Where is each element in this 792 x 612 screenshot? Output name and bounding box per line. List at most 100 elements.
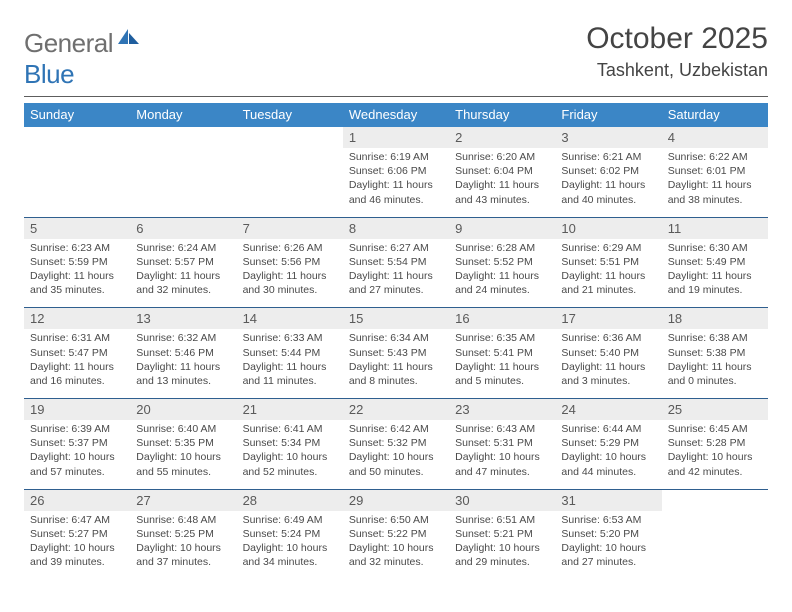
day-data-row: Sunrise: 6:31 AMSunset: 5:47 PMDaylight:…: [24, 329, 768, 398]
weekday-header: Monday: [130, 103, 236, 127]
sunrise-text: Sunrise: 6:27 AM: [349, 241, 443, 255]
day-number: 7: [237, 217, 343, 239]
sunset-text: Sunset: 5:46 PM: [136, 346, 230, 360]
sunrise-text: Sunrise: 6:32 AM: [136, 331, 230, 345]
day-cell: Sunrise: 6:51 AMSunset: 5:21 PMDaylight:…: [449, 511, 555, 580]
day-cell: Sunrise: 6:39 AMSunset: 5:37 PMDaylight:…: [24, 420, 130, 489]
daylight-line2: and 39 minutes.: [30, 555, 124, 569]
daylight-line2: and 44 minutes.: [561, 465, 655, 479]
sunset-text: Sunset: 5:20 PM: [561, 527, 655, 541]
daylight-line1: Daylight: 11 hours: [243, 360, 337, 374]
sunset-text: Sunset: 6:04 PM: [455, 164, 549, 178]
daylight-line2: and 35 minutes.: [30, 283, 124, 297]
day-cell: [237, 148, 343, 217]
day-cell: Sunrise: 6:36 AMSunset: 5:40 PMDaylight:…: [555, 329, 661, 398]
day-number: 17: [555, 308, 661, 330]
day-number: 18: [662, 308, 768, 330]
day-number: 19: [24, 399, 130, 421]
day-number: 30: [449, 489, 555, 511]
sunset-text: Sunset: 5:21 PM: [455, 527, 549, 541]
day-cell: Sunrise: 6:40 AMSunset: 5:35 PMDaylight:…: [130, 420, 236, 489]
daylight-line1: Daylight: 10 hours: [455, 450, 549, 464]
sunrise-text: Sunrise: 6:21 AM: [561, 150, 655, 164]
daylight-line1: Daylight: 11 hours: [668, 178, 762, 192]
sunset-text: Sunset: 5:49 PM: [668, 255, 762, 269]
sunrise-text: Sunrise: 6:22 AM: [668, 150, 762, 164]
daylight-line1: Daylight: 11 hours: [455, 178, 549, 192]
day-number: 2: [449, 127, 555, 148]
day-number: 4: [662, 127, 768, 148]
daylight-line1: Daylight: 10 hours: [136, 541, 230, 555]
day-number: [662, 489, 768, 511]
sunset-text: Sunset: 5:32 PM: [349, 436, 443, 450]
sunrise-text: Sunrise: 6:44 AM: [561, 422, 655, 436]
day-cell: [130, 148, 236, 217]
daylight-line2: and 3 minutes.: [561, 374, 655, 388]
sunset-text: Sunset: 5:31 PM: [455, 436, 549, 450]
sunset-text: Sunset: 5:54 PM: [349, 255, 443, 269]
sunrise-text: Sunrise: 6:34 AM: [349, 331, 443, 345]
daylight-line1: Daylight: 10 hours: [561, 541, 655, 555]
daylight-line1: Daylight: 10 hours: [349, 450, 443, 464]
sunset-text: Sunset: 6:02 PM: [561, 164, 655, 178]
sunset-text: Sunset: 5:44 PM: [243, 346, 337, 360]
sunset-text: Sunset: 5:27 PM: [30, 527, 124, 541]
day-cell: Sunrise: 6:24 AMSunset: 5:57 PMDaylight:…: [130, 239, 236, 308]
sunrise-text: Sunrise: 6:39 AM: [30, 422, 124, 436]
sunrise-text: Sunrise: 6:23 AM: [30, 241, 124, 255]
day-number: 31: [555, 489, 661, 511]
sunset-text: Sunset: 5:29 PM: [561, 436, 655, 450]
daylight-line1: Daylight: 11 hours: [30, 360, 124, 374]
daylight-line1: Daylight: 11 hours: [349, 360, 443, 374]
daylight-line2: and 47 minutes.: [455, 465, 549, 479]
daylight-line1: Daylight: 10 hours: [136, 450, 230, 464]
weekday-header: Tuesday: [237, 103, 343, 127]
logo-word-2: Blue: [24, 59, 74, 90]
day-cell: Sunrise: 6:49 AMSunset: 5:24 PMDaylight:…: [237, 511, 343, 580]
weekday-header: Wednesday: [343, 103, 449, 127]
sunset-text: Sunset: 5:22 PM: [349, 527, 443, 541]
sunset-text: Sunset: 5:56 PM: [243, 255, 337, 269]
daylight-line2: and 29 minutes.: [455, 555, 549, 569]
day-number: 6: [130, 217, 236, 239]
day-number: 16: [449, 308, 555, 330]
day-number: [237, 127, 343, 148]
sunset-text: Sunset: 5:35 PM: [136, 436, 230, 450]
day-cell: Sunrise: 6:41 AMSunset: 5:34 PMDaylight:…: [237, 420, 343, 489]
day-number: 5: [24, 217, 130, 239]
sunrise-text: Sunrise: 6:19 AM: [349, 150, 443, 164]
daylight-line2: and 16 minutes.: [30, 374, 124, 388]
daylight-line2: and 27 minutes.: [349, 283, 443, 297]
day-number: 15: [343, 308, 449, 330]
sunrise-text: Sunrise: 6:20 AM: [455, 150, 549, 164]
day-cell: Sunrise: 6:31 AMSunset: 5:47 PMDaylight:…: [24, 329, 130, 398]
sunrise-text: Sunrise: 6:33 AM: [243, 331, 337, 345]
calendar-page: General October 2025 Tashkent, Uzbekista…: [0, 0, 792, 589]
day-number: 14: [237, 308, 343, 330]
sunset-text: Sunset: 5:28 PM: [668, 436, 762, 450]
daylight-line1: Daylight: 10 hours: [561, 450, 655, 464]
sunset-text: Sunset: 5:57 PM: [136, 255, 230, 269]
daylight-line1: Daylight: 11 hours: [30, 269, 124, 283]
daylight-line1: Daylight: 11 hours: [243, 269, 337, 283]
sunrise-text: Sunrise: 6:43 AM: [455, 422, 549, 436]
day-number: 11: [662, 217, 768, 239]
day-number: 23: [449, 399, 555, 421]
day-number: 25: [662, 399, 768, 421]
daylight-line1: Daylight: 11 hours: [136, 360, 230, 374]
day-cell: Sunrise: 6:27 AMSunset: 5:54 PMDaylight:…: [343, 239, 449, 308]
daylight-line2: and 57 minutes.: [30, 465, 124, 479]
day-cell: Sunrise: 6:19 AMSunset: 6:06 PMDaylight:…: [343, 148, 449, 217]
daylight-line1: Daylight: 10 hours: [30, 541, 124, 555]
sunrise-text: Sunrise: 6:29 AM: [561, 241, 655, 255]
title-block: October 2025 Tashkent, Uzbekistan: [586, 22, 768, 81]
sunrise-text: Sunrise: 6:26 AM: [243, 241, 337, 255]
day-cell: Sunrise: 6:33 AMSunset: 5:44 PMDaylight:…: [237, 329, 343, 398]
sunrise-text: Sunrise: 6:36 AM: [561, 331, 655, 345]
daylight-line1: Daylight: 11 hours: [668, 360, 762, 374]
daylight-line1: Daylight: 10 hours: [668, 450, 762, 464]
sunset-text: Sunset: 5:41 PM: [455, 346, 549, 360]
sunset-text: Sunset: 5:51 PM: [561, 255, 655, 269]
daylight-line1: Daylight: 11 hours: [349, 269, 443, 283]
day-cell: Sunrise: 6:42 AMSunset: 5:32 PMDaylight:…: [343, 420, 449, 489]
